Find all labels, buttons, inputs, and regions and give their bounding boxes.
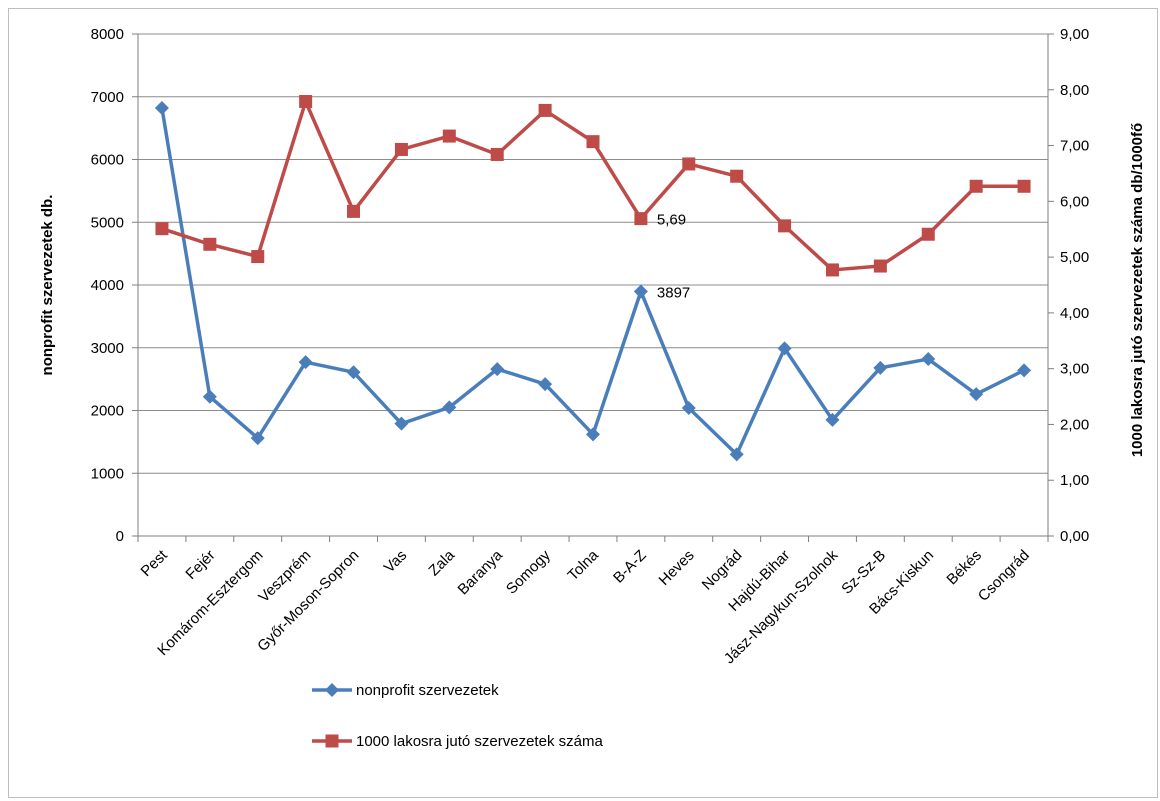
- data-point-diamond: [250, 431, 265, 446]
- right-tick-label: 9,00: [1060, 26, 1089, 43]
- data-point-diamond: [873, 360, 888, 375]
- data-point-square: [873, 259, 887, 273]
- data-point-diamond: [442, 400, 457, 415]
- category-label: Baranya: [455, 546, 507, 598]
- data-point-diamond: [921, 352, 936, 367]
- right-tick-label: 0,00: [1060, 528, 1089, 545]
- data-point-square: [730, 169, 744, 183]
- data-point-square: [778, 219, 792, 233]
- data-point-square: [634, 212, 648, 226]
- category-label: Pest: [138, 546, 172, 580]
- data-point-diamond: [586, 427, 600, 442]
- data-point-diamond: [538, 377, 553, 392]
- right-axis-title: 1000 lakosra jutó szervezetek száma db/1…: [1129, 123, 1146, 457]
- right-tick-label: 8,00: [1060, 82, 1089, 99]
- right-tick-label: 1,00: [1060, 472, 1089, 489]
- left-tick-label: 7000: [91, 89, 124, 106]
- right-tick-label: 6,00: [1060, 193, 1089, 210]
- legend-label: 1000 lakosra jutó szervezetek száma: [356, 733, 603, 750]
- data-point-square: [490, 147, 504, 161]
- category-label: Somogy: [503, 546, 554, 597]
- data-point-square: [682, 157, 696, 171]
- left-tick-label: 1000: [91, 465, 124, 482]
- left-tick-label: 3000: [91, 340, 124, 357]
- data-point-square: [442, 129, 456, 143]
- legend-label: nonprofit szervezetek: [356, 682, 499, 699]
- data-point-diamond: [969, 387, 984, 402]
- series-line-2: [161, 99, 1025, 272]
- category-label: Heves: [656, 547, 698, 589]
- data-point-square: [1017, 179, 1031, 193]
- data-point-square: [251, 250, 265, 264]
- data-point-diamond: [825, 412, 840, 427]
- series-line-1: [160, 107, 1025, 457]
- right-tick-label: 4,00: [1060, 305, 1089, 322]
- left-axis-title: nonprofit szervezetek db.: [39, 195, 56, 376]
- left-tick-label: 2000: [91, 403, 124, 420]
- data-point-square: [155, 222, 169, 236]
- data-point-square: [825, 263, 839, 277]
- category-label: Békés: [943, 547, 985, 589]
- data-point-square: [969, 179, 983, 193]
- category-label: Csongrád: [975, 547, 1033, 605]
- data-point-square: [586, 135, 600, 149]
- data-point-square: [203, 237, 217, 251]
- data-point-square: [394, 142, 408, 156]
- data-point-diamond: [490, 362, 505, 377]
- data-point-diamond: [1017, 363, 1032, 378]
- category-label: Vas: [381, 547, 411, 577]
- left-tick-label: 4000: [91, 277, 124, 294]
- left-tick-label: 8000: [91, 26, 124, 43]
- data-point-diamond: [681, 400, 696, 415]
- data-point-square: [299, 94, 313, 108]
- legend-marker-diamond: [325, 683, 339, 697]
- data-point-diamond: [729, 447, 744, 462]
- right-tick-label: 5,00: [1060, 249, 1089, 266]
- data-point-diamond: [633, 284, 648, 299]
- category-label: Fejér: [182, 547, 218, 583]
- left-tick-label: 5000: [91, 214, 124, 231]
- data-point-square: [347, 204, 361, 218]
- data-label: 5,69: [657, 212, 686, 229]
- right-tick-label: 3,00: [1060, 361, 1089, 378]
- legend-marker-square: [325, 734, 339, 748]
- data-point-square: [538, 103, 552, 117]
- data-point-diamond: [777, 341, 792, 356]
- chart-frame: [8, 8, 1158, 798]
- category-label: Zala: [425, 546, 458, 579]
- left-tick-label: 0: [116, 528, 124, 545]
- left-tick-label: 6000: [91, 152, 124, 169]
- category-label: Nográd: [699, 547, 746, 594]
- data-point-diamond: [154, 101, 169, 116]
- category-label: Tolna: [564, 546, 602, 584]
- data-point-diamond: [346, 365, 361, 380]
- data-point-diamond: [298, 355, 313, 370]
- right-tick-label: 2,00: [1060, 416, 1089, 433]
- right-tick-label: 7,00: [1060, 138, 1089, 155]
- data-point-diamond: [394, 416, 409, 431]
- category-label: B-A-Z: [610, 547, 650, 587]
- data-point-square: [921, 227, 935, 241]
- data-point-diamond: [202, 389, 217, 404]
- data-label: 3897: [657, 284, 690, 301]
